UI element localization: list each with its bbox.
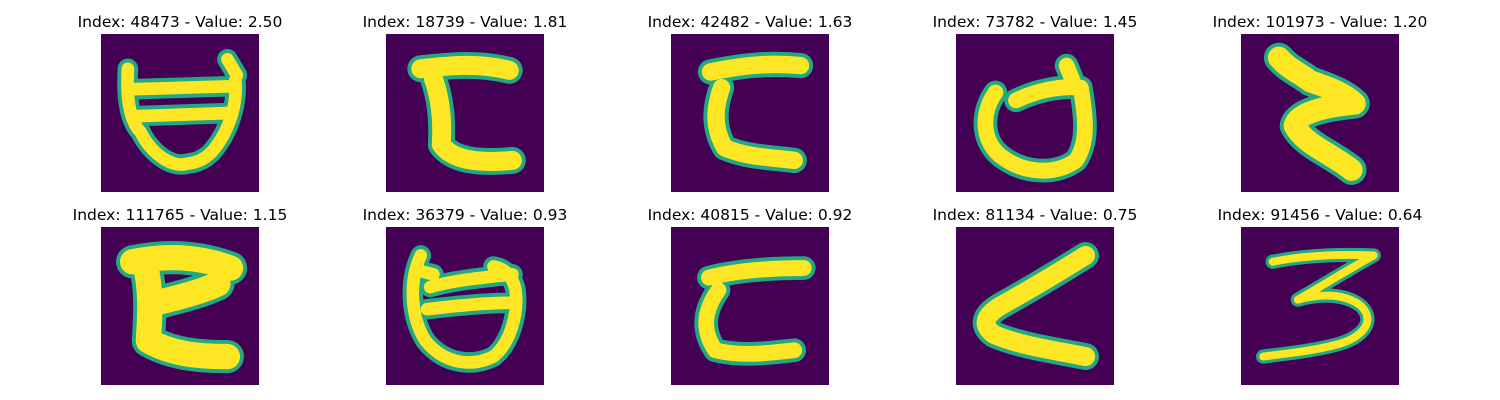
panel-title: Index: 18739 - Value: 1.81 bbox=[362, 13, 568, 31]
grid-panel-3: Index: 42482 - Value: 1.63 bbox=[648, 12, 852, 192]
grid-panel-5: Index: 101973 - Value: 1.20 bbox=[1213, 12, 1427, 192]
character-image bbox=[671, 34, 829, 192]
grid-panel-9: Index: 81134 - Value: 0.75 bbox=[933, 205, 1137, 385]
grid-panel-6: Index: 111765 - Value: 1.15 bbox=[73, 205, 287, 385]
panel-title: Index: 36379 - Value: 0.93 bbox=[362, 206, 568, 224]
character-image bbox=[386, 34, 544, 192]
panel-title: Index: 48473 - Value: 2.50 bbox=[77, 13, 283, 31]
panel-title: Index: 91456 - Value: 0.64 bbox=[1217, 206, 1423, 224]
panel-title: Index: 101973 - Value: 1.20 bbox=[1212, 13, 1428, 31]
character-image bbox=[101, 227, 259, 385]
grid-panel-7: Index: 36379 - Value: 0.93 bbox=[363, 205, 567, 385]
grid-panel-4: Index: 73782 - Value: 1.45 bbox=[933, 12, 1137, 192]
grid-panel-10: Index: 91456 - Value: 0.64 bbox=[1218, 205, 1422, 385]
character-image bbox=[1241, 227, 1399, 385]
panel-title: Index: 81134 - Value: 0.75 bbox=[932, 206, 1138, 224]
character-image bbox=[956, 227, 1114, 385]
character-image bbox=[386, 227, 544, 385]
panel-title: Index: 40815 - Value: 0.92 bbox=[647, 206, 853, 224]
panel-title: Index: 42482 - Value: 1.63 bbox=[647, 13, 853, 31]
panel-title: Index: 111765 - Value: 1.15 bbox=[72, 206, 288, 224]
grid-panel-1: Index: 48473 - Value: 2.50 bbox=[78, 12, 282, 192]
character-image bbox=[671, 227, 829, 385]
character-image bbox=[101, 34, 259, 192]
grid-panel-8: Index: 40815 - Value: 0.92 bbox=[648, 205, 852, 385]
character-image bbox=[956, 34, 1114, 192]
grid-panel-2: Index: 18739 - Value: 1.81 bbox=[363, 12, 567, 192]
character-image bbox=[1241, 34, 1399, 192]
panel-title: Index: 73782 - Value: 1.45 bbox=[932, 13, 1138, 31]
